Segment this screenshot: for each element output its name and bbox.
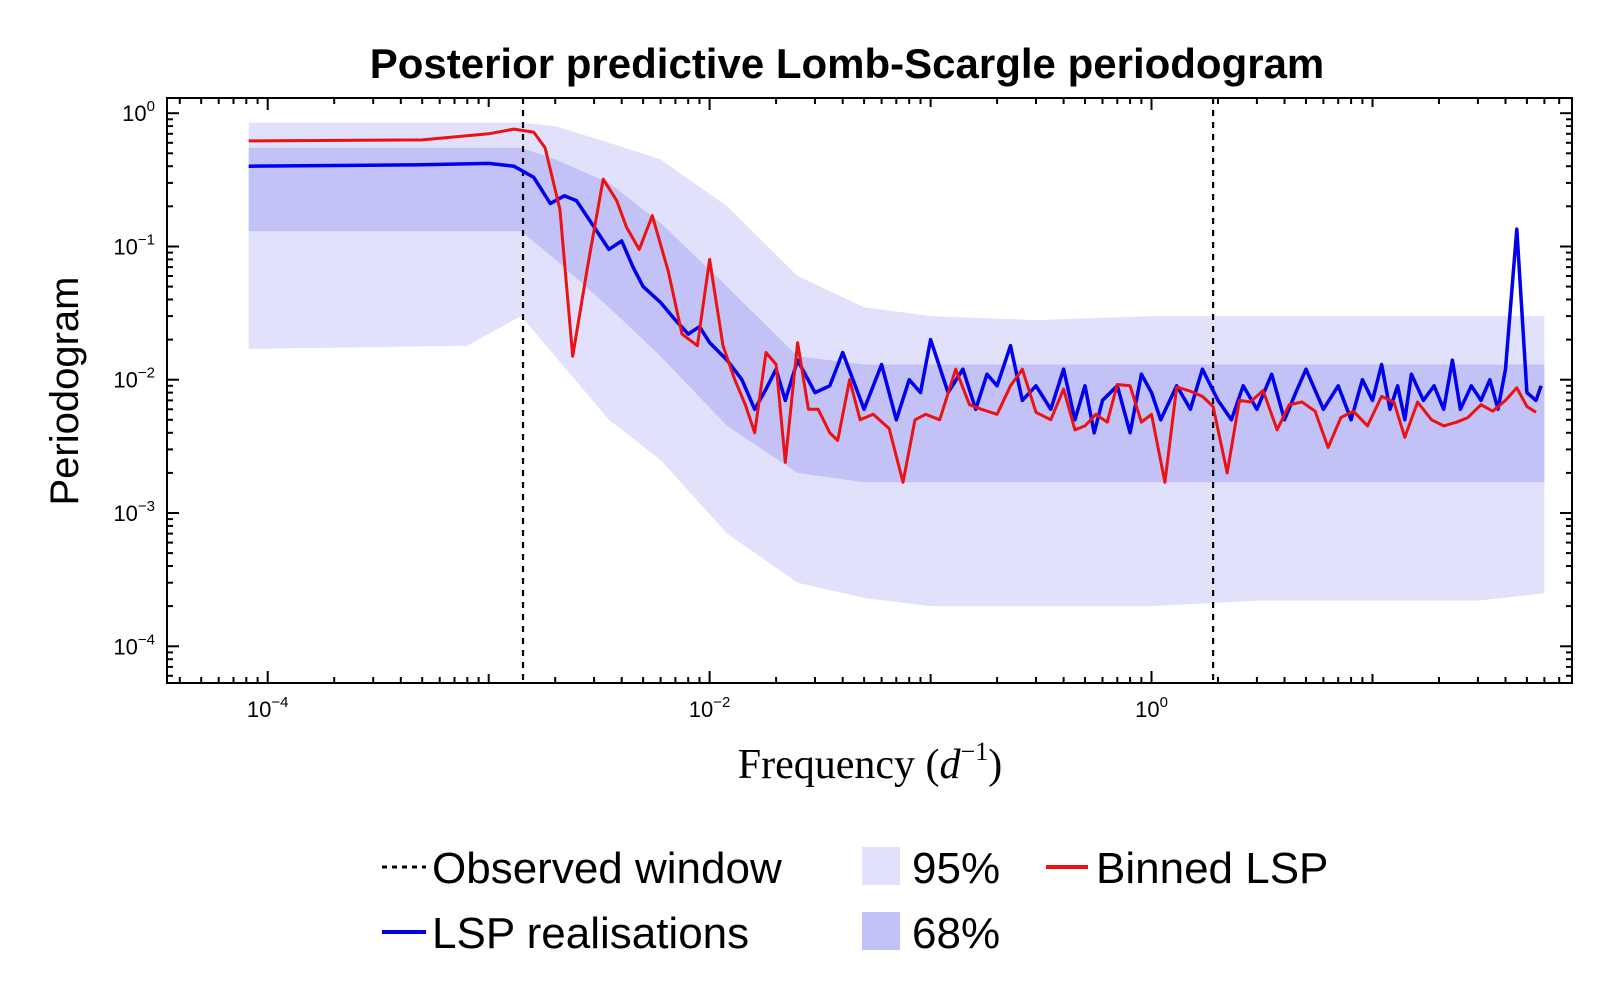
y-tick-label-base: 10 — [122, 101, 146, 126]
y-tick-label: 10−3 — [113, 498, 155, 526]
y-tick-label-exp: −2 — [138, 365, 155, 382]
x-axis-label-var: d — [940, 742, 962, 788]
legend-label-68: 68% — [912, 909, 1000, 958]
x-tick-label-base: 10 — [1135, 697, 1159, 722]
x-tick-label: 10−4 — [247, 694, 289, 722]
legend-swatch-68 — [862, 912, 900, 950]
chart-title: Posterior predictive Lomb-Scargle period… — [370, 40, 1325, 87]
y-tick-label: 10−2 — [113, 365, 155, 393]
y-tick-label-base: 10 — [113, 634, 137, 659]
plot-frame — [166, 97, 1573, 684]
x-tick-label: 10−2 — [689, 694, 731, 722]
y-tick-label-exp: −4 — [138, 631, 155, 648]
y-tick-label-exp: −1 — [138, 232, 155, 249]
x-tick-label-exp: −4 — [271, 694, 288, 711]
legend: Observed window 95% Binned LSP LSP reali… — [382, 844, 1328, 958]
x-tick-label-exp: 0 — [1160, 694, 1168, 711]
legend-label-binned-lsp: Binned LSP — [1096, 844, 1328, 893]
legend-label-95: 95% — [912, 844, 1000, 893]
x-axis-label-exp: −1 — [961, 737, 989, 766]
series-line-binned-lsp — [248, 127, 1537, 484]
legend-swatch-95 — [862, 847, 900, 885]
x-tick-label-base: 10 — [689, 697, 713, 722]
x-axis-label-close: ) — [988, 742, 1002, 788]
y-tick-label-base: 10 — [113, 235, 137, 260]
y-tick-label: 100 — [122, 98, 155, 126]
y-axis-label: Periodogram — [43, 276, 87, 505]
plot-area — [248, 98, 1545, 683]
legend-label-observed-window: Observed window — [432, 844, 782, 893]
y-tick-label-exp: 0 — [147, 98, 155, 115]
y-tick-label: 10−4 — [113, 631, 155, 659]
band-68 — [248, 147, 1545, 483]
x-tick-label: 100 — [1135, 694, 1168, 722]
y-tick-label-exp: −3 — [138, 498, 155, 515]
x-axis-label-main: Frequency ( — [738, 742, 940, 788]
x-tick-label-base: 10 — [247, 697, 271, 722]
y-tick-label-base: 10 — [113, 368, 137, 393]
y-tick-label: 10−1 — [113, 232, 155, 260]
y-tick-label-base: 10 — [113, 501, 137, 526]
x-axis-label: Frequency (d−1) — [738, 737, 1002, 788]
x-tick-label-exp: −2 — [713, 694, 730, 711]
legend-label-lsp-realisations: LSP realisations — [432, 909, 749, 958]
